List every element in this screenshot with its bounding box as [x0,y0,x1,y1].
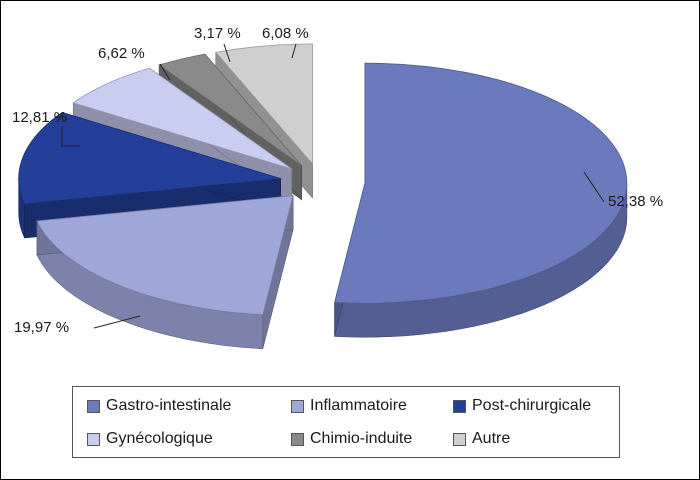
legend-label-autre: Autre [472,430,511,447]
legend-item-chimio-induite: Chimio-induite [291,430,412,448]
legend-label-gastro-intestinale: Gastro-intestinale [106,397,232,414]
legend-swatch-chimio-induite [291,432,304,446]
leader-lines [61,43,605,329]
slice-gastro-intestinale [334,62,628,304]
legend-item-autre: Autre [453,430,510,448]
legend-label-inflammatoire: Inflammatoire [310,397,407,414]
legend-item-inflammatoire: Inflammatoire [291,397,407,415]
pie-chart: 52,38 % 19,97 % 12,81 % 6,62 % 3,17 % 6,08 % [12,25,663,350]
slice-chimio-induite [158,53,302,167]
legend-swatch-post-chirurgicale [453,399,466,413]
leader-line-gynecologique [159,63,171,81]
data-labels: 52,38 % 19,97 % 12,81 % 6,62 % 3,17 % 6,08 % [12,25,663,336]
leader-line-post-chirurgicale [61,126,80,147]
leader-line-autre [291,43,297,59]
data-label-autre: 6,08 % [262,25,309,42]
slice-gynecologique [72,67,293,170]
legend-label-chimio-induite: Chimio-induite [310,430,413,447]
legend: Gastro-intestinale Inflammatoire Post-chir… [72,386,620,458]
slice-inflammatoire [36,195,294,316]
slice-tops [18,43,628,316]
slice-autre [215,43,313,165]
leader-line-gastro-intestinale [583,171,605,203]
legend-item-post-chirurgicale: Post-chirurgicale [453,397,591,415]
data-label-post-chirurgicale: 12,81 % [12,109,67,126]
legend-swatch-inflammatoire [291,399,304,413]
legend-swatch-autre [453,432,466,446]
data-label-chimio-induite: 3,17 % [194,25,241,42]
data-label-gastro-intestinale: 52,38 % [608,193,663,210]
leader-line-chimio-induite [223,43,231,63]
legend-label-post-chirurgicale: Post-chirurgicale [472,397,592,414]
data-label-inflammatoire: 19,97 % [14,319,69,336]
legend-swatch-gastro-intestinale [87,399,100,413]
data-label-gynecologique: 6,62 % [98,45,145,62]
legend-item-gastro-intestinale: Gastro-intestinale [87,397,231,415]
legend-item-gynecologique: Gynécologique [87,430,213,448]
legend-swatch-gynecologique [87,432,100,446]
slice-post-chirurgicale [18,112,281,205]
leader-line-inflammatoire [93,315,141,329]
legend-label-gynecologique: Gynécologique [106,430,213,447]
